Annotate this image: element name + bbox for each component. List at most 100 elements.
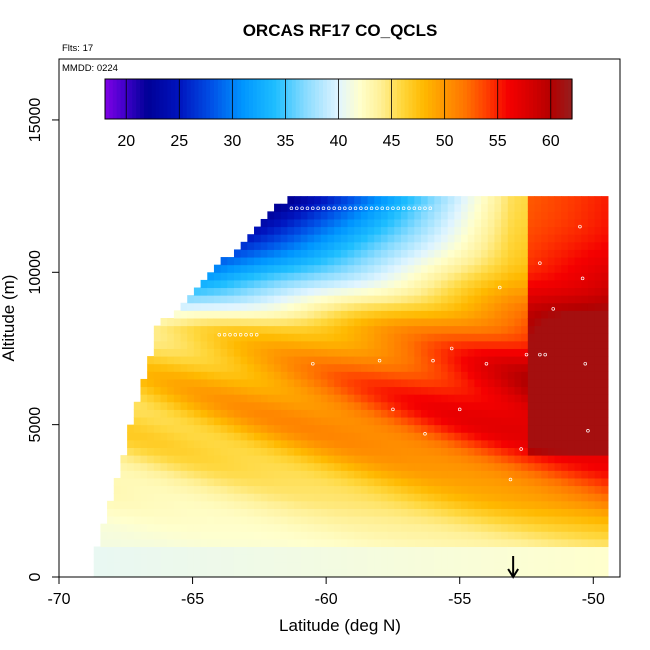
- heatmap-cell: [334, 218, 342, 228]
- heatmap-cell: [267, 508, 275, 517]
- heatmap-cell: [394, 310, 402, 319]
- heatmap-cell: [567, 196, 576, 205]
- heatmap-cell: [240, 386, 248, 395]
- heatmap-cell: [414, 257, 422, 266]
- heatmap-cell: [487, 516, 495, 525]
- heatmap-cell: [220, 356, 228, 365]
- colorbar-slice: [315, 79, 320, 119]
- heatmap-cell: [494, 378, 502, 388]
- heatmap-cell: [554, 538, 562, 548]
- heatmap-cell: [207, 417, 215, 426]
- heatmap-cell: [173, 538, 182, 548]
- heatmap-cell: [447, 340, 455, 349]
- heatmap-cell: [280, 493, 288, 502]
- heatmap-cell: [494, 363, 502, 372]
- heatmap-cell: [307, 279, 315, 289]
- heatmap-cell: [334, 340, 342, 349]
- heatmap-cell: [561, 287, 569, 296]
- heatmap-cell: [374, 394, 382, 403]
- heatmap-cell: [507, 462, 515, 471]
- heatmap-cell: [521, 424, 529, 433]
- heatmap-cell: [587, 264, 596, 273]
- heatmap-cell: [581, 470, 589, 479]
- heatmap-cell: [574, 493, 582, 502]
- heatmap-cell: [360, 196, 369, 205]
- heatmap-cell: [327, 485, 335, 494]
- heatmap-cell: [487, 302, 495, 311]
- heatmap-cell: [294, 523, 302, 532]
- heatmap-cell: [527, 340, 536, 349]
- heatmap-cell: [441, 257, 449, 266]
- heatmap-cell: [287, 439, 295, 448]
- heatmap-cell: [527, 546, 536, 555]
- heatmap-cell: [320, 226, 328, 235]
- heatmap-cell: [567, 378, 576, 388]
- heatmap-cell: [127, 477, 135, 487]
- heatmap-cell: [207, 340, 215, 349]
- heatmap-cell: [487, 462, 495, 471]
- heatmap-cell: [414, 287, 422, 296]
- heatmap-cell: [541, 348, 549, 357]
- heatmap-cell: [474, 348, 482, 357]
- heatmap-cell: [254, 279, 262, 289]
- heatmap-cell: [340, 500, 349, 509]
- heatmap-cell: [494, 500, 502, 509]
- heatmap-cell: [247, 561, 255, 570]
- heatmap-cell: [374, 348, 382, 357]
- heatmap-cell: [501, 218, 509, 228]
- heatmap-cell: [254, 249, 262, 258]
- heatmap-cell: [367, 485, 375, 494]
- heatmap-cell: [581, 356, 589, 365]
- heatmap-cell: [561, 302, 569, 311]
- heatmap-cell: [367, 569, 375, 578]
- heatmap-cell: [267, 516, 275, 525]
- heatmap-cell: [414, 333, 422, 342]
- heatmap-cell: [521, 264, 529, 273]
- heatmap-cell: [354, 234, 362, 243]
- heatmap-cell: [113, 493, 121, 502]
- heatmap-cell: [434, 371, 442, 380]
- heatmap-cell: [287, 241, 295, 250]
- heatmap-cell: [447, 363, 455, 372]
- heatmap-cell: [567, 516, 576, 525]
- heatmap-cell: [594, 538, 602, 548]
- colorbar-slice: [470, 79, 476, 119]
- heatmap-cell: [334, 287, 342, 296]
- heatmap-cell: [481, 531, 489, 540]
- heatmap-cell: [561, 455, 569, 464]
- heatmap-cell: [521, 462, 529, 471]
- heatmap-cell: [227, 493, 235, 502]
- heatmap-cell: [287, 432, 295, 441]
- heatmap-cell: [441, 500, 449, 509]
- heatmap-cell: [507, 272, 515, 281]
- heatmap-cell: [441, 470, 449, 479]
- heatmap-cell: [187, 386, 195, 395]
- heatmap-cell: [334, 531, 342, 540]
- heatmap-cell: [347, 226, 355, 235]
- heatmap-cell: [254, 508, 262, 517]
- heatmap-cell: [461, 546, 469, 555]
- heatmap-cell: [501, 264, 509, 273]
- heatmap-cell: [240, 561, 248, 570]
- heatmap-cell: [574, 203, 582, 212]
- heatmap-cell: [527, 371, 536, 380]
- heatmap-cell: [294, 409, 302, 418]
- heatmap-cell: [587, 401, 596, 410]
- heatmap-cell: [601, 218, 609, 228]
- heatmap-cell: [594, 264, 602, 273]
- heatmap-cell: [574, 439, 582, 448]
- heatmap-cell: [287, 295, 295, 304]
- heatmap-cell: [494, 279, 502, 289]
- heatmap-cell: [601, 493, 609, 502]
- heatmap-cell: [287, 462, 295, 471]
- colorbar-slice: [221, 79, 227, 119]
- heatmap-cell: [454, 462, 462, 471]
- colorbar-slice: [357, 79, 363, 119]
- heatmap-cell: [534, 432, 542, 441]
- colorbar-slice: [420, 79, 425, 119]
- heatmap-cell: [554, 394, 562, 403]
- heatmap-cell: [334, 318, 342, 327]
- heatmap-cell: [567, 455, 576, 464]
- heatmap-cell: [507, 546, 515, 555]
- heatmap-cell: [494, 470, 502, 479]
